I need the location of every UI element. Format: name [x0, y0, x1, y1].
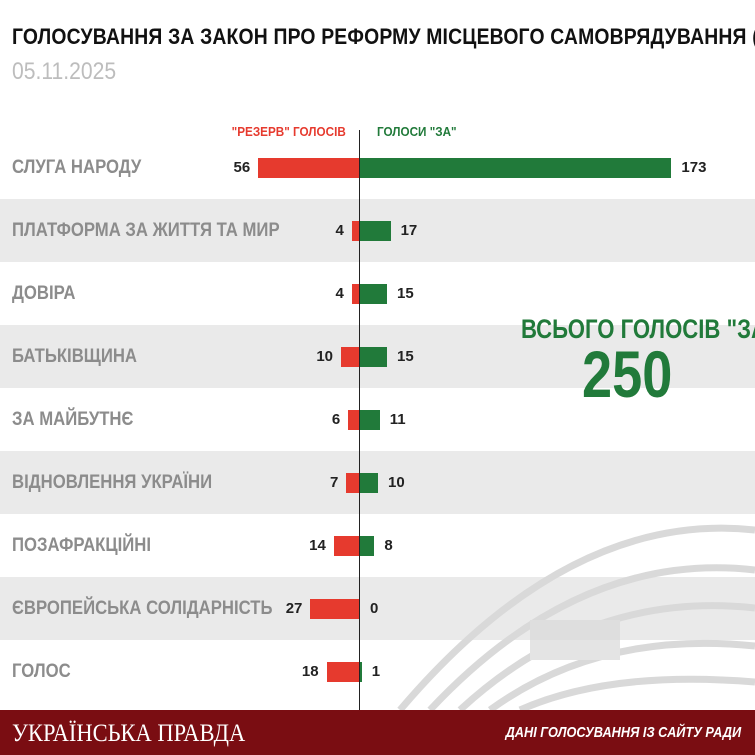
chart-row: ГОЛОС 18 1	[0, 640, 755, 703]
category-label: ВІДНОВЛЕННЯ УКРАЇНИ	[12, 471, 213, 493]
votes-for-value-label: 10	[388, 473, 405, 491]
legend-votes-for: ГОЛОСИ "ЗА"	[377, 124, 457, 139]
reserve-value-label: 7	[330, 473, 339, 491]
reserve-bar	[333, 535, 359, 556]
reserve-value-label: 14	[309, 536, 326, 554]
chart-row: СЛУГА НАРОДУ 56 173	[0, 136, 755, 199]
reserve-value-label: 18	[301, 662, 319, 680]
reserve-bar	[348, 409, 359, 430]
reserve-value-label: 4	[335, 221, 344, 239]
legend-reserve: "РЕЗЕРВ" ГОЛОСІВ	[231, 124, 346, 139]
category-label: ПЛАТФОРМА ЗА ЖИТТЯ ТА МИР	[12, 219, 280, 241]
reserve-bar	[346, 472, 359, 493]
category-label: ДОВІРА	[12, 282, 76, 304]
reserve-value-label: 10	[316, 347, 333, 365]
votes-for-value-label: 173	[681, 158, 707, 176]
category-label: ГОЛОС	[12, 660, 71, 682]
votes-for-bar	[360, 157, 672, 178]
reserve-bar	[351, 220, 359, 241]
votes-for-bar	[360, 535, 375, 556]
votes-for-value-label: 0	[370, 599, 379, 617]
reserve-value-label: 56	[233, 158, 251, 176]
votes-for-value-label: 1	[371, 662, 381, 680]
reserve-bar	[310, 598, 359, 619]
page-title: ГОЛОСУВАННЯ ЗА ЗАКОН ПРО РЕФОРМУ МІСЦЕВО…	[12, 24, 755, 49]
reserve-value-label: 4	[335, 284, 344, 302]
chart-row: ВІДНОВЛЕННЯ УКРАЇНИ 7 10	[0, 451, 755, 514]
category-label: СЛУГА НАРОДУ	[12, 156, 142, 178]
data-source: ДАНІ ГОЛОСУВАННЯ ІЗ САЙТУ РАДИ	[505, 724, 741, 741]
votes-for-value-label: 11	[389, 410, 406, 428]
chart-axis	[359, 130, 360, 710]
reserve-bar	[326, 661, 359, 682]
reserve-value-label: 27	[285, 599, 303, 617]
total-votes-label: ВСЬОГО ГОЛОСІВ "ЗА"	[521, 314, 755, 344]
vote-date: 05.11.2025	[12, 58, 117, 85]
votes-for-bar	[360, 661, 362, 682]
chart-row: ДОВІРА 4 15	[0, 262, 755, 325]
reserve-bar	[351, 283, 359, 304]
total-votes-value: 250	[582, 337, 673, 411]
category-label: ЄВРОПЕЙСЬКА СОЛІДАРНІСТЬ	[12, 597, 273, 619]
votes-for-bar	[360, 472, 378, 493]
category-label: БАТЬКІВЩИНА	[12, 345, 137, 367]
reserve-bar	[258, 157, 359, 178]
reserve-value-label: 6	[331, 410, 341, 428]
votes-for-value-label: 8	[384, 536, 393, 554]
chart-row: ПЛАТФОРМА ЗА ЖИТТЯ ТА МИР 4 17	[0, 199, 755, 262]
reserve-bar	[341, 346, 359, 367]
chart-row: ЗА МАЙБУТНЄ 6 11	[0, 388, 755, 451]
chart-row: ПОЗАФРАКЦІЙНІ 14 8	[0, 514, 755, 577]
footer: УКРАЇНСЬКА ПРАВДА ДАНІ ГОЛОСУВАННЯ ІЗ СА…	[0, 710, 755, 755]
votes-for-value-label: 15	[397, 284, 414, 302]
chart-row: БАТЬКІВЩИНА 10 15	[0, 325, 755, 388]
votes-for-value-label: 15	[397, 347, 414, 365]
category-label: ПОЗАФРАКЦІЙНІ	[12, 534, 151, 556]
chart-row: ЄВРОПЕЙСЬКА СОЛІДАРНІСТЬ 27 0	[0, 577, 755, 640]
votes-for-bar	[360, 409, 380, 430]
category-label: ЗА МАЙБУТНЄ	[12, 408, 134, 430]
votes-for-bar	[360, 283, 387, 304]
votes-for-bar	[360, 346, 387, 367]
votes-for-value-label: 17	[400, 221, 418, 239]
publisher-logo: УКРАЇНСЬКА ПРАВДА	[12, 720, 246, 747]
votes-for-bar	[360, 220, 391, 241]
